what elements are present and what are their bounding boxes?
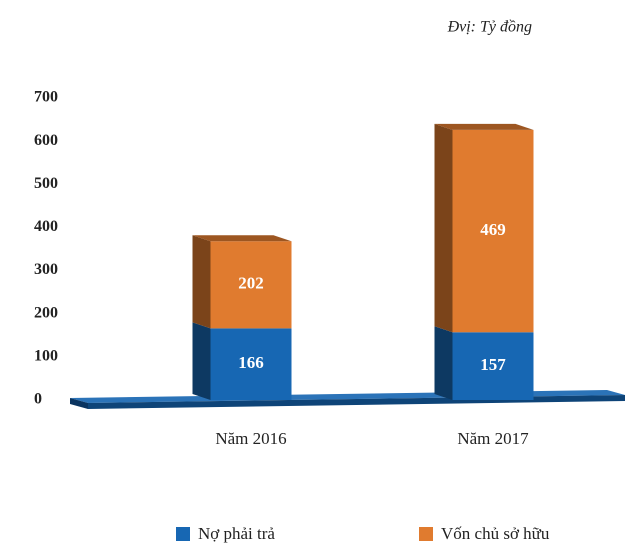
bar-top [192,235,292,242]
y-tick-label: 0 [34,391,42,408]
bar [210,328,292,400]
y-tick-label: 500 [34,175,58,192]
legend-swatch [176,527,190,541]
y-tick-label: 300 [34,261,58,278]
y-tick-label: 100 [34,348,58,365]
bar-side [434,123,453,333]
floor-side [70,398,88,409]
bar-side [192,235,211,329]
value-label: 469 [480,220,506,239]
legend-label: Vốn chủ sở hữu [441,524,550,543]
x-tick-label: Năm 2017 [457,429,529,448]
y-tick-label: 700 [34,89,58,106]
legend-swatch [419,527,433,541]
value-label: 202 [238,274,264,293]
bar [210,241,292,329]
y-tick-label: 400 [34,218,58,235]
x-tick-label: Năm 2016 [215,429,286,448]
y-tick-label: 200 [34,304,58,321]
value-label: 166 [238,353,264,372]
y-tick-label: 600 [34,132,58,149]
bar-top [434,123,534,130]
bar-side [192,322,211,400]
value-label: 157 [480,355,506,374]
legend-label: Nợ phải trả [198,524,275,543]
bar [452,332,534,400]
floor [70,390,625,409]
chart-subtitle: Đvị: Tỷ đồng [447,19,532,36]
bar-side [434,326,453,400]
bar [452,129,534,333]
